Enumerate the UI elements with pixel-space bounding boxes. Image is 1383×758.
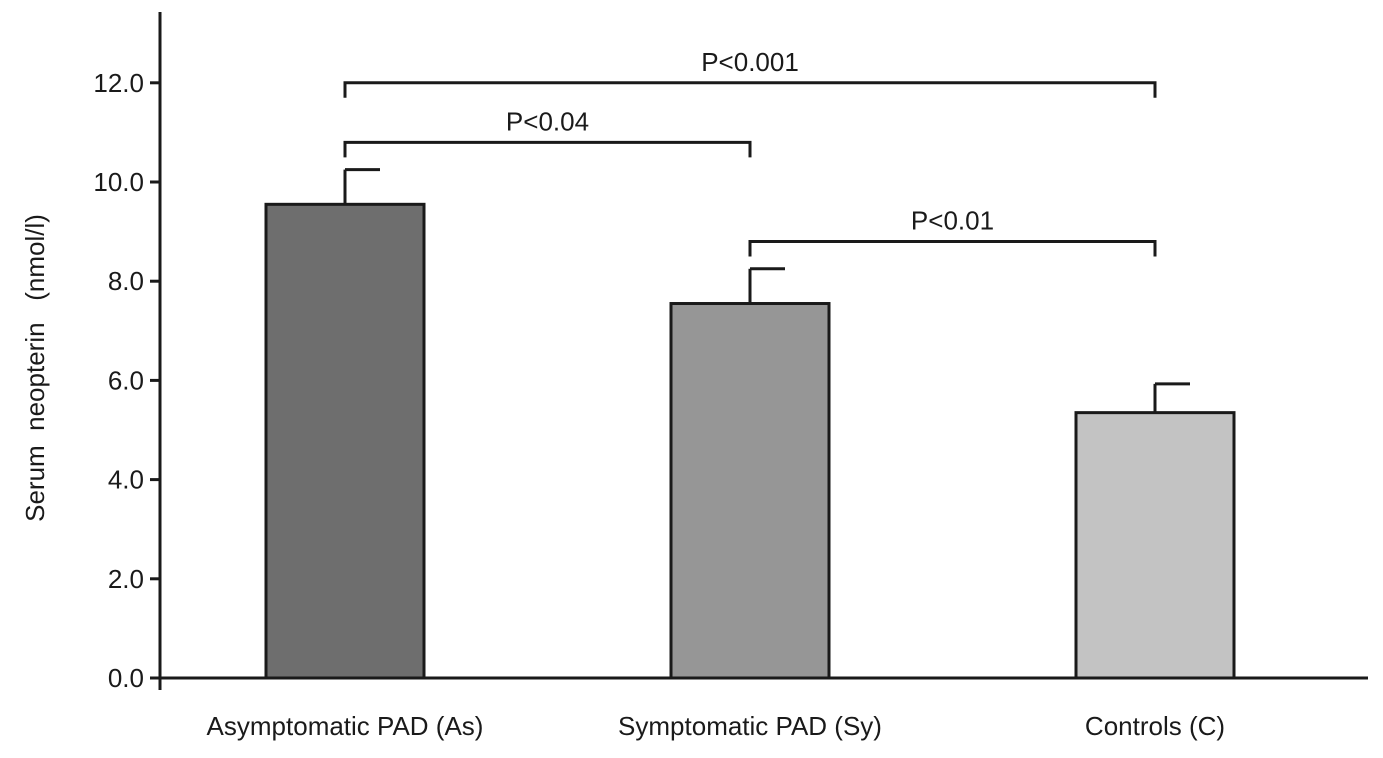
significance-label: P<0.04	[506, 106, 589, 136]
x-tick-label: Symptomatic PAD (Sy)	[618, 711, 882, 741]
y-tick-label: 8.0	[108, 266, 144, 296]
bar	[669, 302, 831, 680]
significance-bracket	[343, 140, 752, 158]
error-bars-layer	[343, 168, 1190, 413]
x-tick-labels-layer: Asymptomatic PAD (As) Symptomatic PAD (Sy…	[207, 711, 1226, 741]
y-tick-label: 10.0	[93, 167, 144, 197]
y-ticks-layer: 0.0 2.0 4.0 6.0 8.0 10.0 12.0	[93, 68, 160, 693]
axes-layer	[158, 12, 1368, 690]
y-tick-label: 6.0	[108, 365, 144, 395]
y-tick-label: 2.0	[108, 564, 144, 594]
significance-layer: P<0.001 P<0.04 P<0.01	[343, 47, 1157, 257]
significance-label: P<0.01	[911, 206, 994, 236]
significance-bracket	[748, 240, 1157, 257]
y-tick-label: 4.0	[108, 465, 144, 495]
y-axis-title: Serum neopterin (nmol/l)	[20, 214, 50, 522]
significance-label: P<0.001	[701, 47, 799, 77]
significance-bracket	[343, 81, 1157, 98]
x-tick-label: Asymptomatic PAD (As)	[207, 711, 484, 741]
y-tick-label: 12.0	[93, 68, 144, 98]
bar	[1074, 411, 1236, 680]
y-tick-label: 0.0	[108, 663, 144, 693]
x-tick-label: Controls (C)	[1085, 711, 1225, 741]
bar	[264, 202, 426, 680]
